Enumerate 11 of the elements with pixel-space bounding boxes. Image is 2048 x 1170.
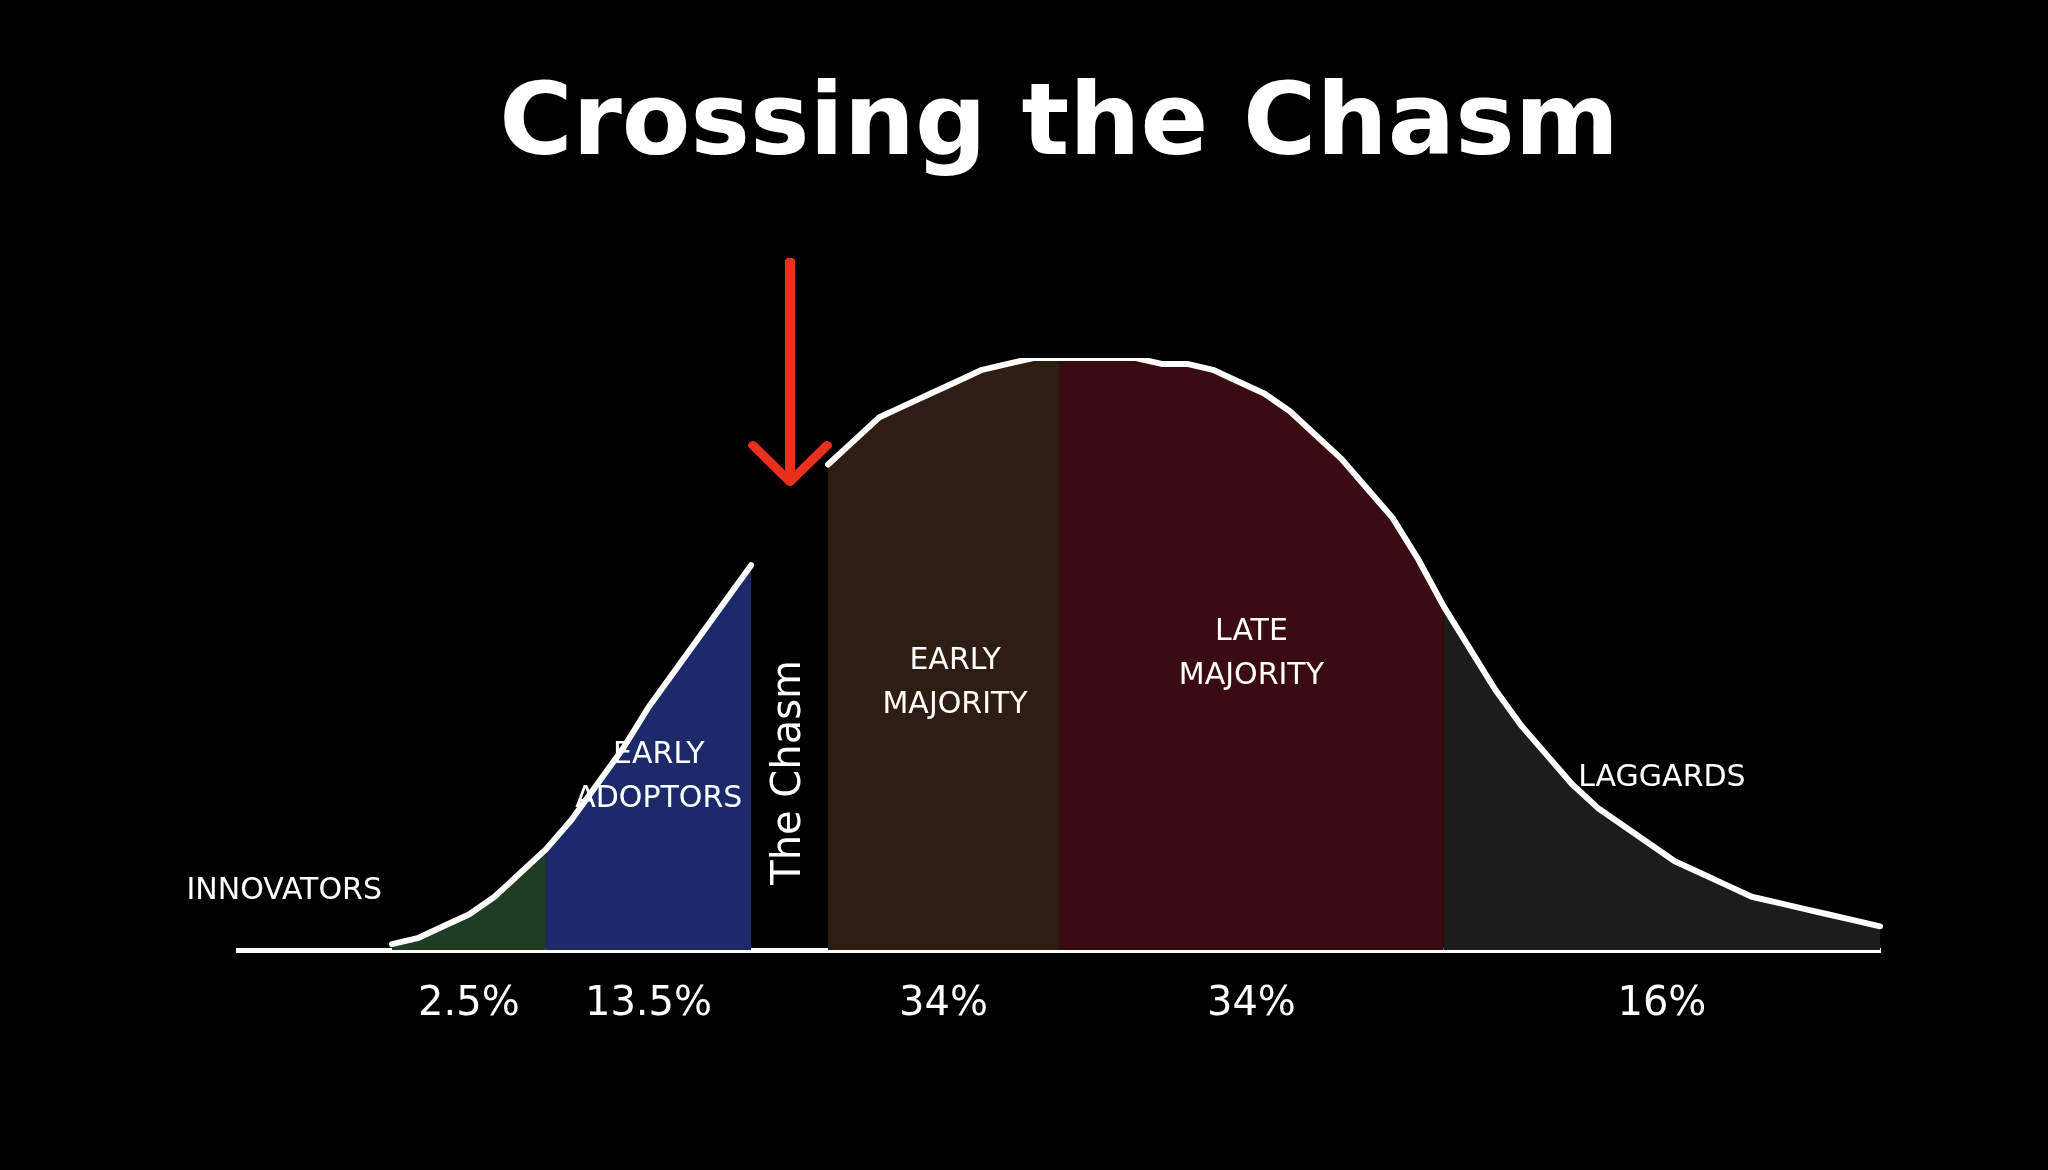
text: 34% — [899, 978, 988, 1025]
text: 34% — [1206, 978, 1296, 1025]
annotation: The Chasm — [763, 660, 809, 886]
series-label: LATE MAJORITY — [1178, 611, 1325, 691]
series-label: LAGGARDS — [1578, 758, 1746, 794]
text: 2.5% — [418, 978, 520, 1025]
text: 13.5% — [584, 978, 713, 1025]
chart-title: Crossing the Chasm — [499, 60, 1619, 178]
series-label: INNOVATORS — [186, 870, 382, 906]
series-label: EARLY MAJORITY — [882, 641, 1029, 721]
text: 16% — [1617, 978, 1707, 1025]
